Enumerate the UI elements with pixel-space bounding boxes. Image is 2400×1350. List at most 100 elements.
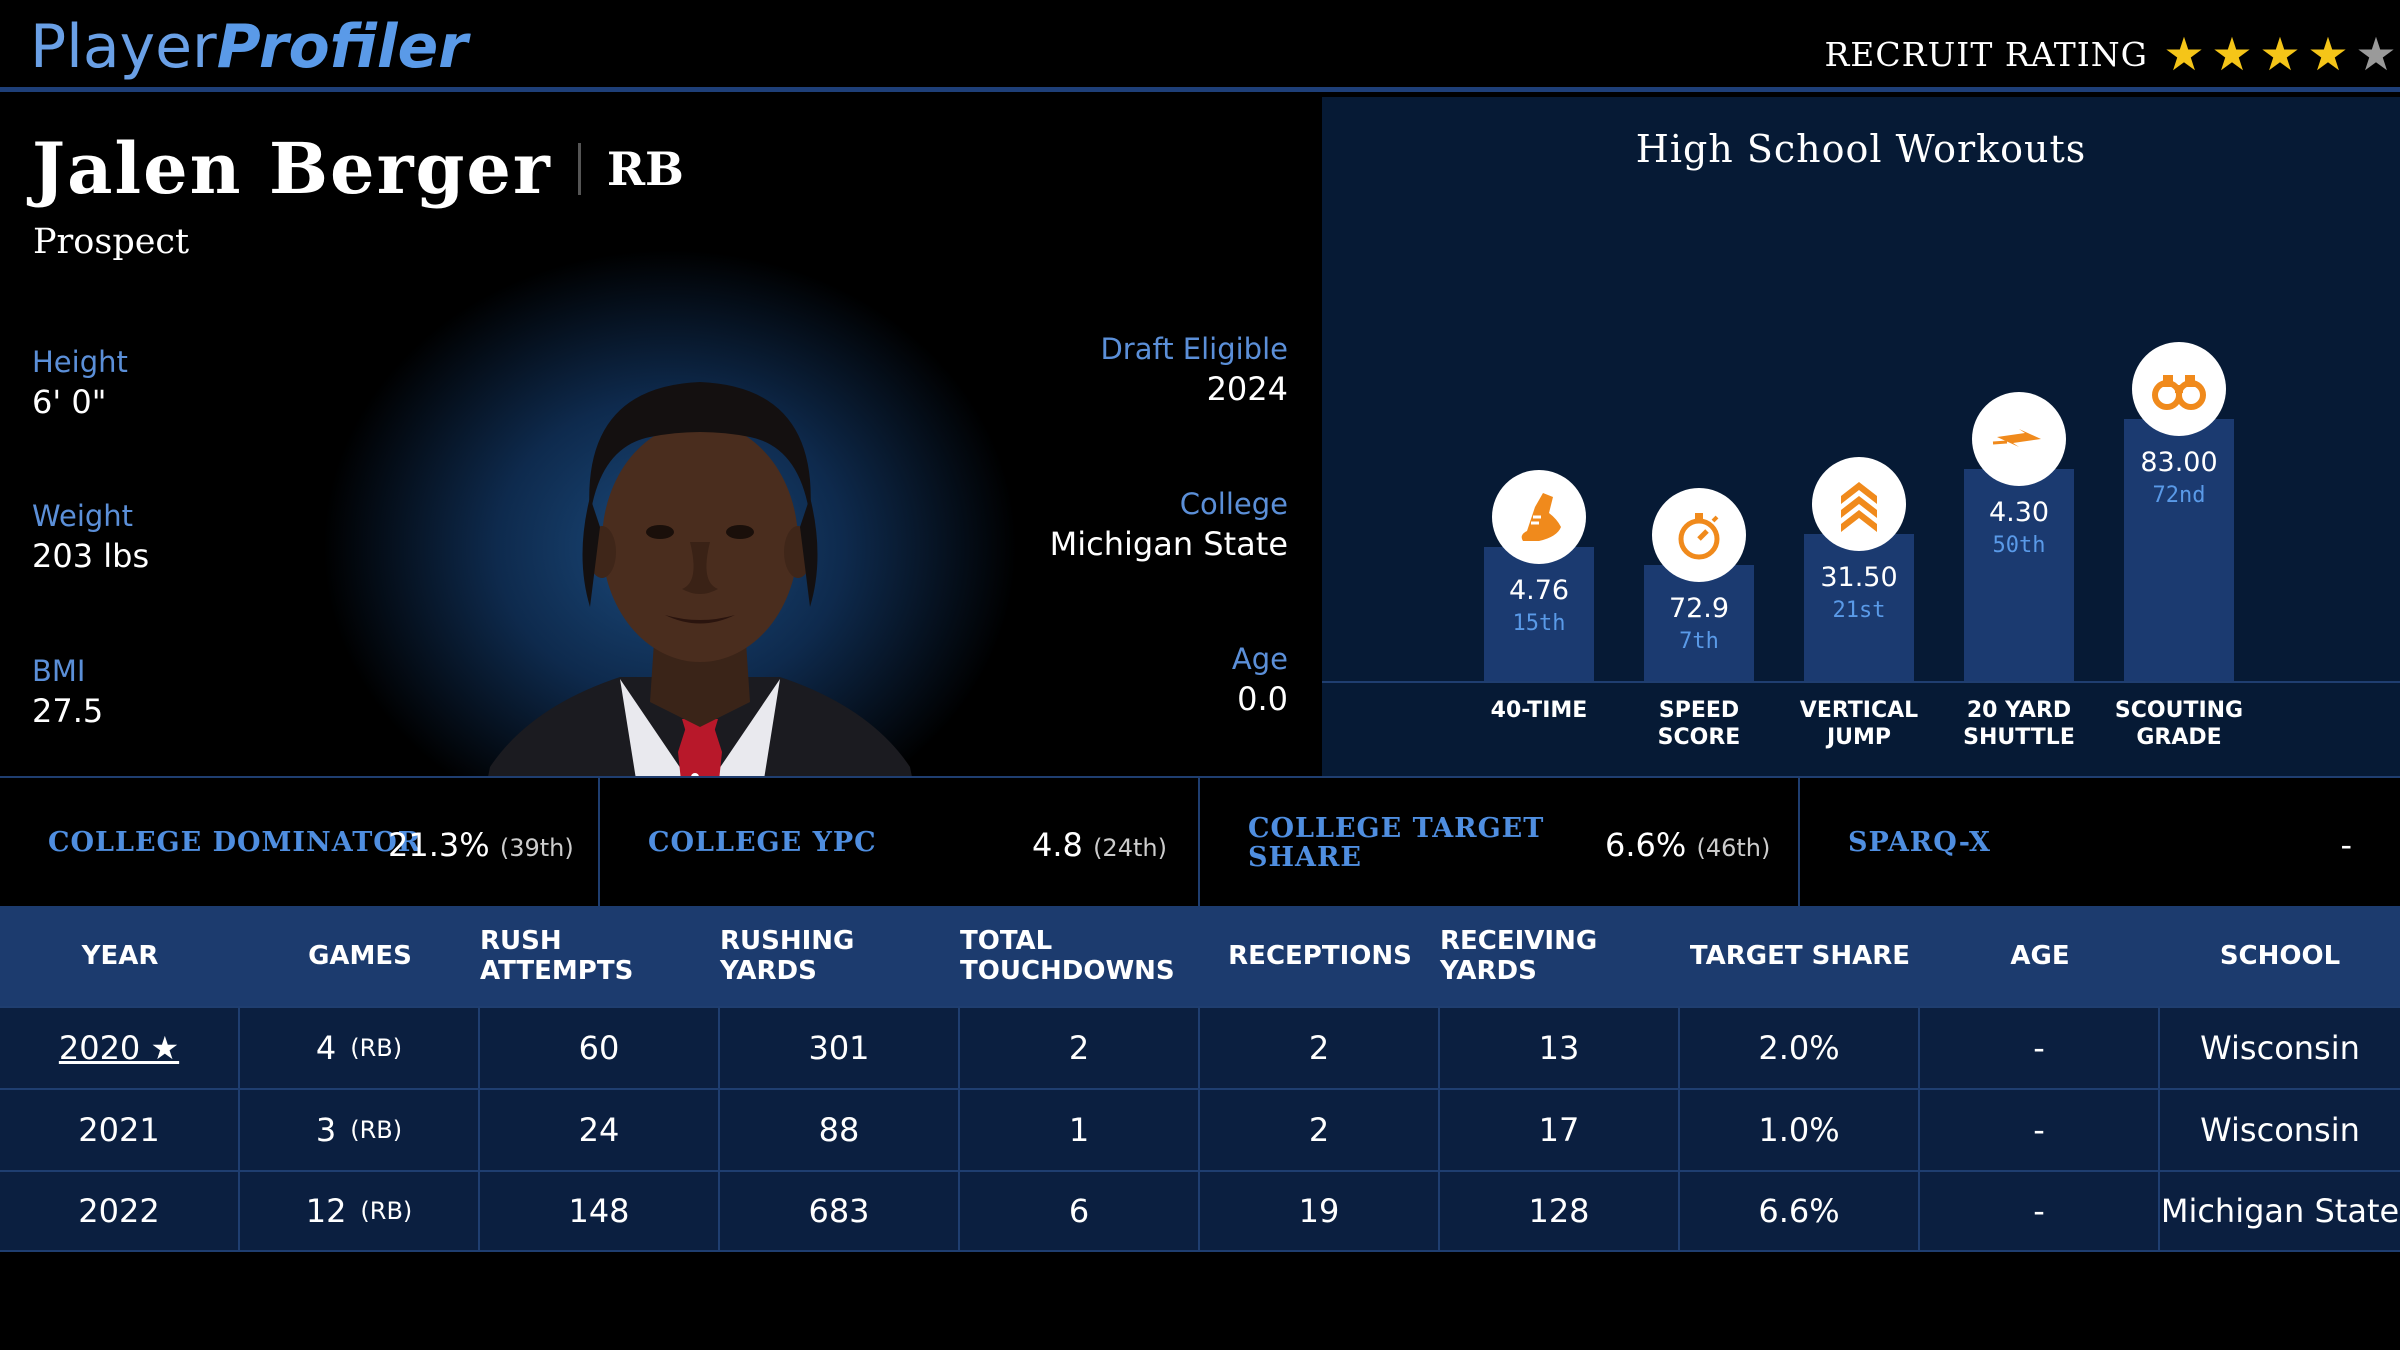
workout-bar-40-time[interactable]: 4.76 15th: [1484, 547, 1594, 681]
rushing-yards-cell: 683: [720, 1172, 960, 1250]
metric-label-line2: SHARE: [1248, 842, 1362, 873]
metric-value: -: [2340, 826, 2352, 864]
chevrons-up-icon: [1812, 456, 1906, 551]
workout-label-scouting-grade: SCOUTING GRADE: [2099, 697, 2259, 751]
workout-rank: 72nd: [2152, 483, 2206, 508]
age-cell: -: [1920, 1008, 2160, 1088]
column-header-total-touchdowns[interactable]: TOTAL TOUCHDOWNS: [960, 926, 1175, 986]
school-cell: Wisconsin: [2200, 1111, 2360, 1149]
target-share-cell: 6.6%: [1680, 1172, 1920, 1250]
age-attr: Age 0.0: [1232, 642, 1288, 718]
receiving-yards-cell: 128: [1440, 1172, 1680, 1250]
workout-label-line1: 20 YARD: [1966, 698, 2072, 723]
college-metrics-strip: COLLEGE DOMINATOR 21.3% (39th) COLLEGE Y…: [0, 776, 2400, 908]
column-header-games[interactable]: GAMES: [308, 941, 412, 971]
target-share-cell: 2.0%: [1680, 1008, 1920, 1088]
logo-text-player: Player: [30, 12, 217, 82]
age-value: 0.0: [1237, 680, 1288, 718]
column-header-receptions[interactable]: RECEPTIONS: [1228, 941, 1412, 971]
total-touchdowns-cell: 2: [960, 1008, 1200, 1088]
workout-bar-scouting-grade[interactable]: 83.00 72nd: [2124, 419, 2234, 681]
column-header-receiving-yards[interactable]: RECEIVING YARDS: [1440, 926, 1598, 986]
workout-bar-20-yard-shuttle[interactable]: 4.30 50th: [1964, 468, 2074, 681]
bmi-label: BMI: [32, 654, 86, 688]
recruit-rating: RECRUIT RATING ★ ★ ★ ★ ★: [1824, 24, 2400, 84]
metric-number: 21.3%: [388, 826, 490, 864]
binoculars-icon: [2132, 342, 2226, 436]
total-touchdowns-cell: 6: [960, 1172, 1200, 1250]
metric-college-ypc[interactable]: COLLEGE YPC 4.8 (24th): [600, 778, 1200, 908]
high-school-workouts-panel: High School Workouts 4.76 15th 72.9 7th …: [1322, 97, 2400, 776]
weight-label: Weight: [32, 499, 134, 533]
age-cell: -: [1920, 1172, 2160, 1250]
workouts-baseline: [1322, 681, 2400, 683]
school-cell: Wisconsin: [2200, 1029, 2360, 1067]
total-touchdowns-cell: 1: [960, 1090, 1200, 1170]
logo-text-profiler: Profiler: [216, 12, 468, 82]
metric-number: 6.6%: [1605, 826, 1687, 864]
bmi-value: 27.5: [32, 692, 104, 730]
height-value: 6' 0": [32, 383, 107, 421]
metric-label-line1: COLLEGE TARGET: [1248, 813, 1545, 844]
workout-rank: 15th: [1512, 611, 1566, 637]
metric-label: COLLEGE YPC: [648, 827, 877, 858]
rush-attempts-cell: 24: [480, 1090, 720, 1170]
metric-sparq-x[interactable]: SPARQ-x -: [1800, 778, 2400, 908]
workout-label-vertical-jump: VERTICAL JUMP: [1779, 697, 1939, 751]
column-header-target-share[interactable]: TARGET SHARE: [1689, 941, 1911, 971]
column-header-year[interactable]: YEAR: [81, 941, 159, 971]
player-name: Jalen Berger: [32, 127, 552, 210]
star-empty-icon: ★: [2355, 27, 2397, 81]
star-filled-icon: ★: [2307, 27, 2349, 81]
workout-label-line2: GRADE: [2136, 725, 2222, 750]
table-row: 2021 3 (RB) 24 88 1 2 17 1.0% - Wisconsin: [0, 1088, 2400, 1170]
column-header-rush-attempts[interactable]: RUSH ATTEMPTS: [480, 926, 634, 986]
college-value: Michigan State: [1049, 525, 1288, 563]
workout-label-20-yard-shuttle: 20 YARD SHUTTLE: [1939, 697, 2099, 751]
column-header-rushing-yards[interactable]: RUSHING YARDS: [720, 926, 855, 986]
player-position: RB: [606, 141, 684, 196]
year-cell-link[interactable]: 2020 ★: [0, 1008, 240, 1088]
games-position: (RB): [360, 1197, 413, 1225]
rushing-yards-cell: 88: [720, 1090, 960, 1170]
metric-rank: (46th): [1696, 834, 1771, 862]
college-label: College: [1179, 487, 1288, 521]
metric-number: 4.8: [1032, 826, 1083, 864]
workout-label-line1: 40-TIME: [1490, 698, 1588, 723]
metric-value: 21.3% (39th): [388, 826, 574, 864]
divider: [577, 142, 581, 195]
name-row: Jalen Berger RB: [32, 127, 684, 210]
column-header-school[interactable]: SCHOOL: [2219, 941, 2341, 971]
workout-label-line1: SPEED: [1658, 698, 1740, 723]
workout-label-line1: VERTICAL: [1799, 698, 1919, 723]
draft-attr: Draft Eligible 2024: [1100, 332, 1288, 408]
draft-value: 2024: [1206, 370, 1288, 408]
height-attr: Height 6' 0": [32, 345, 128, 421]
star-filled-icon: ★: [2259, 27, 2301, 81]
workout-label-line2: JUMP: [1826, 725, 1892, 750]
workout-label-speed-score: SPEED SCORE: [1619, 697, 1779, 751]
games-cell: 4 (RB): [240, 1008, 480, 1088]
player-profile-panel: Jalen Berger RB Prospect Height 6' 0" We…: [0, 97, 1320, 776]
player-photo: [488, 382, 912, 776]
workout-value: 72.9: [1668, 593, 1730, 625]
top-bar: PlayerProfiler RECRUIT RATING ★ ★ ★ ★ ★: [0, 0, 2400, 92]
metric-label: SPARQ-x: [1848, 827, 1991, 858]
games-position: (RB): [350, 1116, 403, 1144]
games-position: (RB): [350, 1034, 403, 1062]
workout-rank: 7th: [1679, 629, 1719, 655]
recruit-rating-label: RECRUIT RATING: [1824, 34, 2148, 74]
workouts-title: High School Workouts: [1635, 127, 2087, 171]
metric-college-dominator[interactable]: COLLEGE DOMINATOR 21.3% (39th): [0, 778, 600, 908]
games-value: 3: [315, 1111, 337, 1149]
workout-bar-vertical-jump[interactable]: 31.50 21st: [1804, 533, 1914, 681]
workout-bar-speed-score[interactable]: 72.9 7th: [1644, 565, 1754, 681]
target-share-cell: 1.0%: [1680, 1090, 1920, 1170]
weight-value: 203 lbs: [32, 537, 150, 575]
metric-college-target-share[interactable]: COLLEGE TARGET SHARE 6.6% (46th): [1200, 778, 1800, 908]
metric-rank: (24th): [1093, 834, 1167, 862]
games-cell: 3 (RB): [240, 1090, 480, 1170]
column-header-age[interactable]: AGE: [2010, 941, 2070, 971]
workout-value: 31.50: [1820, 561, 1898, 593]
logo[interactable]: PlayerProfiler: [30, 12, 468, 82]
